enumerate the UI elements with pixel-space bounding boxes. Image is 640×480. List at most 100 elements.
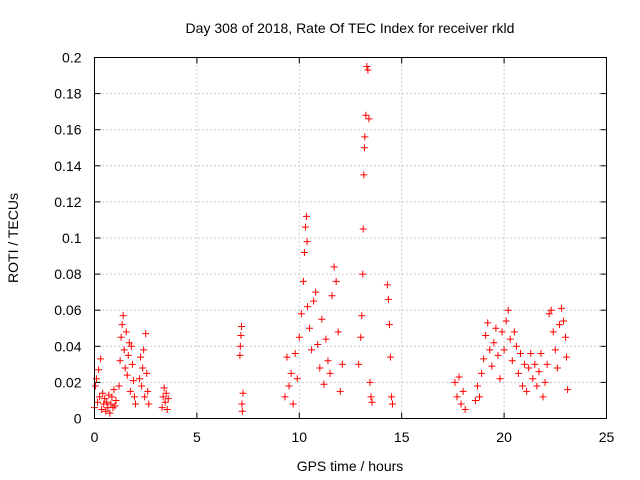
- data-point: [124, 351, 132, 359]
- y-tick-label: 0.16: [54, 122, 81, 138]
- data-point: [478, 369, 486, 377]
- data-point: [297, 310, 305, 318]
- data-point: [112, 396, 120, 404]
- data-point: [117, 333, 125, 341]
- data-point: [126, 387, 134, 395]
- data-point: [368, 398, 376, 406]
- data-point: [108, 393, 116, 401]
- data-point: [357, 333, 365, 341]
- data-point: [476, 393, 484, 401]
- y-tick-label: 0: [74, 411, 82, 427]
- data-point: [128, 360, 136, 368]
- data-point: [451, 378, 459, 386]
- y-tick-label: 0.12: [54, 194, 81, 210]
- data-point: [490, 339, 498, 347]
- data-point: [385, 321, 393, 329]
- data-point: [531, 360, 539, 368]
- y-tick-label: 0.02: [54, 374, 81, 390]
- data-point: [359, 270, 367, 278]
- x-tick-label: 10: [292, 429, 308, 445]
- y-tick-label: 0.06: [54, 302, 81, 318]
- data-point: [496, 375, 504, 383]
- data-point: [364, 66, 372, 74]
- data-point: [328, 292, 336, 300]
- data-point: [302, 212, 310, 220]
- data-point: [563, 353, 571, 361]
- data-point: [555, 321, 563, 329]
- data-point: [163, 405, 171, 413]
- x-tick-label: 15: [394, 429, 410, 445]
- data-point: [362, 111, 370, 119]
- data-point: [492, 324, 500, 332]
- data-point: [145, 400, 153, 408]
- data-point: [360, 144, 368, 152]
- data-point: [521, 360, 529, 368]
- data-point: [355, 360, 363, 368]
- data-point: [504, 306, 512, 314]
- data-point: [138, 382, 146, 390]
- data-point: [95, 366, 103, 374]
- data-point: [508, 357, 516, 365]
- data-point: [287, 369, 295, 377]
- data-point: [500, 346, 508, 354]
- data-point: [510, 328, 518, 336]
- data-point: [502, 317, 510, 325]
- data-point: [334, 328, 342, 336]
- data-point: [320, 380, 328, 388]
- data-point: [322, 335, 330, 343]
- data-point: [330, 263, 338, 271]
- data-point: [324, 357, 332, 365]
- data-point: [299, 277, 307, 285]
- data-point: [103, 398, 111, 406]
- data-point: [144, 387, 152, 395]
- data-point: [131, 400, 139, 408]
- data-point: [120, 346, 128, 354]
- data-point: [336, 387, 344, 395]
- data-point: [281, 393, 289, 401]
- data-point: [106, 409, 114, 417]
- data-point: [238, 322, 246, 330]
- data-point: [527, 350, 535, 358]
- data-point: [107, 400, 115, 408]
- data-point: [115, 382, 123, 390]
- data-point: [137, 353, 145, 361]
- data-point: [533, 382, 541, 390]
- data-point: [111, 402, 119, 410]
- data-point: [512, 342, 520, 350]
- data-point: [141, 393, 149, 401]
- data-point: [105, 391, 113, 399]
- data-point: [384, 295, 392, 303]
- x-tick-label: 5: [193, 429, 201, 445]
- y-tick-label: 0.08: [54, 266, 81, 282]
- data-point: [332, 277, 340, 285]
- data-point: [553, 364, 561, 372]
- data-point: [303, 238, 311, 246]
- data-point: [139, 364, 147, 372]
- data-point: [557, 304, 565, 312]
- data-point: [142, 330, 150, 338]
- data-point: [359, 225, 367, 233]
- data-point: [110, 386, 118, 394]
- data-point: [383, 281, 391, 289]
- data-point: [471, 396, 479, 404]
- data-point: [92, 382, 100, 390]
- data-point: [455, 373, 463, 381]
- data-point: [360, 171, 368, 179]
- data-point: [101, 395, 109, 403]
- data-point: [306, 324, 314, 332]
- data-point: [543, 360, 551, 368]
- data-point: [237, 331, 245, 339]
- data-point: [494, 351, 502, 359]
- data-point: [549, 328, 557, 336]
- data-point: [473, 382, 481, 390]
- data-point: [119, 312, 127, 320]
- data-point: [143, 369, 151, 377]
- grid-lines: [94, 57, 607, 419]
- data-point: [239, 389, 247, 397]
- data-point: [366, 378, 374, 386]
- data-point: [387, 393, 395, 401]
- data-point: [99, 389, 107, 397]
- data-point: [367, 393, 375, 401]
- data-point: [453, 393, 461, 401]
